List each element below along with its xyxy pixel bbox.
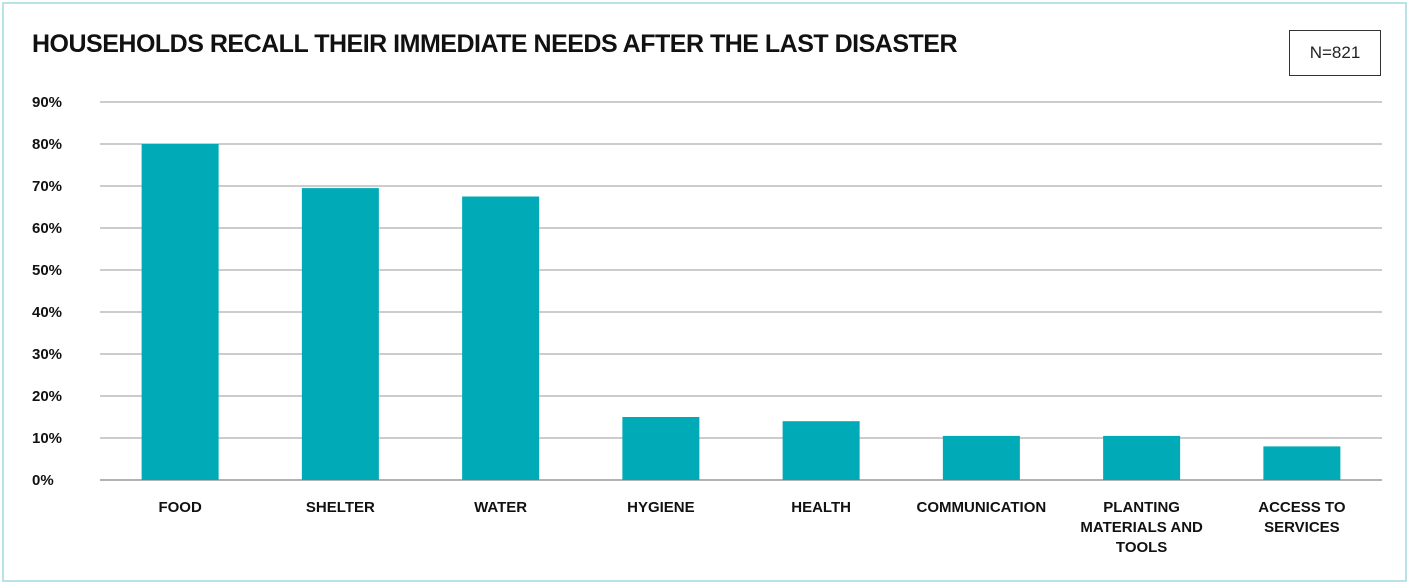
y-tick-label: 20% [32,388,62,405]
x-category-label: HYGIENE [627,499,695,516]
y-axis-ticks: 0% 10% 20% 30% 40% 50% 60% 70% 80% 90% [32,94,62,489]
bar [141,144,219,480]
y-tick-label: 40% [32,304,62,321]
y-tick-label: 80% [32,136,62,153]
y-tick-label: 90% [32,94,62,111]
y-tick-label: 10% [32,430,62,447]
x-category-label: PLANTING MATERIALS AND TOOLS [1080,499,1203,556]
bar [301,188,379,480]
bar [1103,435,1181,480]
bar [1263,446,1341,480]
bar [462,196,540,480]
sample-size-box: N=821 [1289,30,1381,76]
y-tick-label: 60% [32,220,62,237]
gridlines [100,101,1382,481]
x-category-label: WATER [474,499,527,516]
bar [782,421,860,480]
y-tick-label: 0% [32,472,54,489]
x-category-label: COMMUNICATION [917,499,1047,516]
x-axis-labels: FOOD SHELTER WATER HYGIENE HEALTH COMMUNICATI… [158,499,1345,556]
y-tick-label: 30% [32,346,62,363]
x-category-label: HEALTH [791,499,851,516]
bars [141,144,1341,480]
x-category-label: SHELTER [306,499,375,516]
bar [622,417,700,480]
bar [942,435,1020,480]
x-category-label: FOOD [158,499,201,516]
chart-title: HOUSEHOLDS RECALL THEIR IMMEDIATE NEEDS … [32,30,958,58]
x-category-label: ACCESS TO SERVICES [1258,499,1346,536]
y-tick-label: 50% [32,262,62,279]
y-tick-label: 70% [32,178,62,195]
